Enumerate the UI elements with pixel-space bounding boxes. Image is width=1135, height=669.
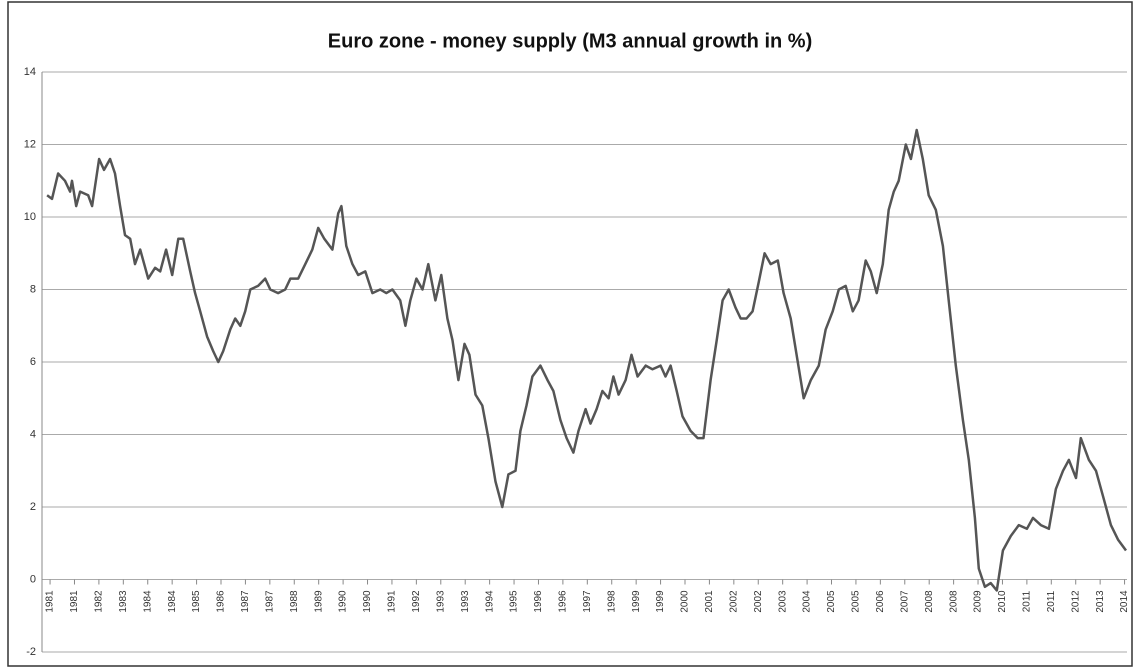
y-tick-label: 10 bbox=[24, 211, 36, 223]
x-tick-label: 1997 bbox=[582, 590, 593, 613]
x-tick-label: 1984 bbox=[167, 590, 178, 613]
y-tick-label: -2 bbox=[26, 646, 36, 658]
x-tick-label: 1996 bbox=[558, 590, 569, 613]
x-tick-label: 1988 bbox=[289, 590, 300, 613]
x-tick-label: 1990 bbox=[338, 590, 349, 613]
x-tick-label: 1993 bbox=[460, 590, 471, 613]
x-tick-label: 2010 bbox=[997, 590, 1008, 613]
x-tick-label: 2004 bbox=[802, 590, 813, 613]
x-tick-label: 2003 bbox=[777, 590, 788, 613]
x-tick-label: 2008 bbox=[948, 590, 959, 613]
x-tick-label: 1987 bbox=[240, 590, 251, 613]
x-tick-label: 1985 bbox=[191, 590, 202, 613]
x-tick-label: 1981 bbox=[69, 590, 80, 613]
x-tick-label: 2012 bbox=[1070, 590, 1081, 613]
x-tick-label: 1986 bbox=[216, 590, 227, 613]
x-tick-label: 1993 bbox=[435, 590, 446, 613]
x-tick-label: 1998 bbox=[606, 590, 617, 613]
x-tick-label: 1992 bbox=[411, 590, 422, 613]
y-tick-label: 4 bbox=[30, 428, 36, 440]
y-tick-label: 14 bbox=[24, 66, 36, 78]
x-tick-label: 2005 bbox=[851, 590, 862, 613]
x-tick-label: 2001 bbox=[704, 590, 715, 613]
x-tick-label: 2009 bbox=[973, 590, 984, 613]
x-tick-label: 2014 bbox=[1119, 590, 1130, 613]
chart-title: Euro zone - money supply (M3 annual grow… bbox=[328, 30, 812, 52]
x-tick-label: 1984 bbox=[142, 590, 153, 613]
x-tick-label: 1990 bbox=[362, 590, 373, 613]
x-tick-label: 2011 bbox=[1022, 590, 1033, 612]
line-series bbox=[46, 128, 1128, 592]
x-tick-label: 1999 bbox=[655, 590, 666, 613]
x-tick-label: 1989 bbox=[313, 590, 324, 613]
x-tick-label: 2008 bbox=[924, 590, 935, 613]
y-tick-label: 2 bbox=[30, 501, 36, 513]
x-tick-label: 1994 bbox=[484, 590, 495, 613]
x-tick-label: 2005 bbox=[826, 590, 837, 613]
x-tick-label: 1999 bbox=[631, 590, 642, 613]
x-tick-label: 2011 bbox=[1046, 590, 1057, 612]
x-tick-label: 1981 bbox=[45, 590, 56, 613]
x-tick-label: 2007 bbox=[899, 590, 910, 613]
y-tick-label: 12 bbox=[24, 138, 36, 150]
x-tick-label: 2002 bbox=[753, 590, 764, 613]
x-tick-label: 1996 bbox=[533, 590, 544, 613]
y-tick-label: 0 bbox=[30, 573, 36, 585]
x-tick-label: 1983 bbox=[118, 590, 129, 613]
x-tick-label: 2000 bbox=[680, 590, 691, 613]
x-tick-label: 2002 bbox=[728, 590, 739, 613]
x-tick-label: 2013 bbox=[1095, 590, 1106, 613]
x-tick-label: 2006 bbox=[875, 590, 886, 613]
y-tick-label: 8 bbox=[30, 283, 36, 295]
x-tick-label: 1987 bbox=[264, 590, 275, 613]
x-tick-label: 1982 bbox=[94, 590, 105, 613]
x-tick-label: 1995 bbox=[509, 590, 520, 613]
y-tick-label: 6 bbox=[30, 356, 36, 368]
x-tick-label: 1991 bbox=[387, 590, 398, 613]
chart-frame bbox=[7, 1, 1133, 667]
